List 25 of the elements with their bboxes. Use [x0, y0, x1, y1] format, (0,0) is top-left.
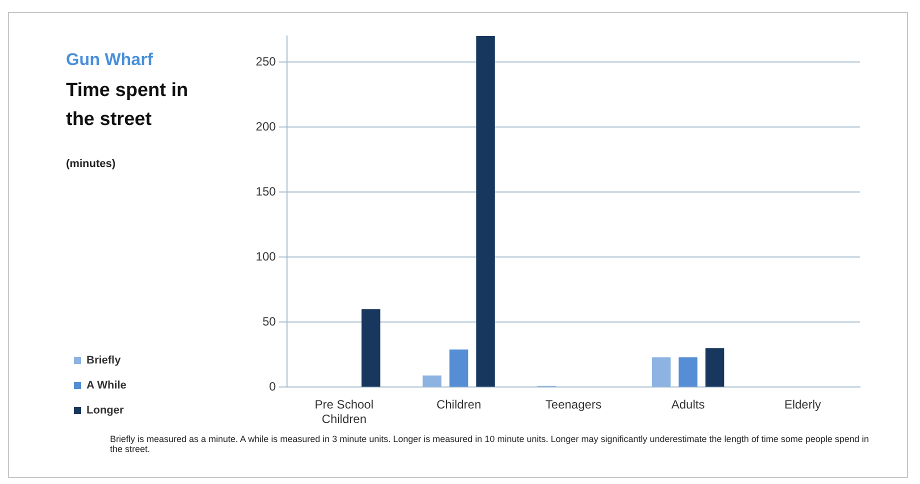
bar	[705, 348, 724, 387]
x-tick-label: Adults	[671, 398, 705, 412]
y-tick-label: 50	[262, 314, 276, 328]
bar	[652, 357, 671, 387]
bar	[422, 375, 442, 387]
x-tick-label: Children	[436, 398, 482, 412]
y-tick-label: 100	[256, 249, 276, 264]
y-tick-label: 150	[256, 184, 276, 198]
x-tick-label: Pre School Children	[314, 398, 374, 426]
bar	[476, 36, 495, 387]
bar	[678, 357, 698, 387]
x-tick-label: Teenagers	[545, 398, 602, 412]
y-tick-label: 250	[256, 54, 276, 68]
x-tick-label: Elderly	[784, 398, 822, 412]
text: (minutes)	[66, 158, 116, 170]
text: Gun Wharf	[66, 50, 153, 70]
bar	[449, 349, 468, 387]
legend-label: Longer	[86, 404, 124, 417]
y-tick-label: 200	[256, 119, 276, 134]
y-tick-label: 0	[269, 380, 276, 394]
legend-label: Briefly	[86, 354, 122, 367]
legend-label: A While	[86, 380, 126, 392]
text: Briefly is measured as a minute. A while is measured in 3 minute units. Longer is measured in 10 minute units. Longer may significantly underestimate the length of time some people spend in the street.	[110, 434, 870, 454]
text: Time spent in the street	[66, 79, 190, 132]
bar	[362, 309, 380, 387]
